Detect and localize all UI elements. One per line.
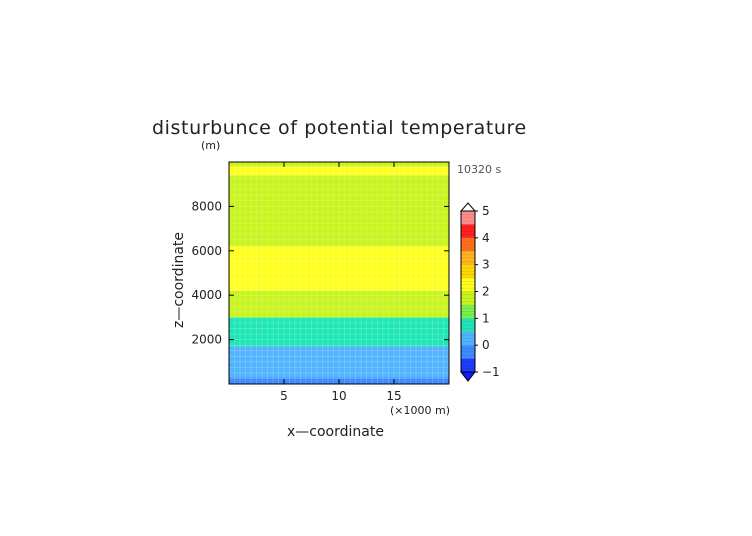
y-axis-ticks: 2000 4000 6000 8000 bbox=[191, 199, 449, 347]
colorbar-tick-label: −1 bbox=[482, 365, 500, 379]
x-unit-label: (×1000 m) bbox=[390, 404, 450, 417]
y-tick-label: 8000 bbox=[191, 199, 222, 213]
field-layer-1 bbox=[229, 346, 449, 378]
y-tick-label: 6000 bbox=[191, 244, 222, 258]
colorbar-tick-label: 2 bbox=[482, 285, 490, 299]
colorbar-tick-label: 3 bbox=[482, 258, 490, 272]
x-axis-label: x—coordinate bbox=[287, 424, 384, 440]
y-axis-label: z—coordinate bbox=[171, 232, 187, 328]
x-tick-label: 5 bbox=[280, 389, 288, 403]
time-label: 10320 s bbox=[457, 163, 501, 176]
colorbar-min-extension bbox=[459, 371, 477, 382]
colorbar-bin bbox=[461, 318, 475, 332]
x-axis-ticks: 5 10 15 bbox=[280, 162, 402, 403]
colorbar-bin bbox=[461, 211, 475, 225]
colorbar-tick-label: 4 bbox=[482, 231, 490, 245]
x-tick-label: 10 bbox=[331, 389, 346, 403]
x-tick-label: 15 bbox=[386, 389, 401, 403]
y-tick-label: 4000 bbox=[191, 288, 222, 302]
colorbar-bin bbox=[461, 345, 475, 359]
colorbar-labels: 5 4 3 2 1 0 −1 bbox=[475, 204, 500, 379]
colorbar-bin bbox=[461, 291, 475, 305]
colorbar-max-extension bbox=[459, 202, 477, 212]
colorbar-bin bbox=[461, 224, 475, 238]
colorbar-bin bbox=[461, 331, 475, 346]
colorbar-bin bbox=[461, 304, 475, 319]
field-layer-5 bbox=[229, 193, 449, 247]
y-unit-label: (m) bbox=[201, 139, 220, 152]
colorbar-bin bbox=[461, 264, 475, 279]
colorbar-tick-label: 0 bbox=[482, 338, 490, 352]
colorbar-bin bbox=[461, 237, 475, 252]
y-tick-label: 2000 bbox=[191, 333, 222, 347]
colorbar-bin bbox=[461, 278, 475, 292]
chart-title: disturbunce of potential temperature bbox=[152, 117, 527, 139]
field-layer-4 bbox=[229, 246, 449, 291]
colorbar-tick-label: 5 bbox=[482, 204, 490, 218]
colorbar-bin bbox=[461, 358, 475, 372]
field-layer-6 bbox=[229, 175, 449, 194]
field-layer-2 bbox=[229, 317, 449, 347]
field-layer-7 bbox=[229, 166, 449, 176]
colorbar bbox=[459, 202, 477, 382]
plot-grid bbox=[228, 161, 450, 385]
colorbar-tick-label: 1 bbox=[482, 311, 490, 325]
colorbar-bin bbox=[461, 251, 475, 265]
field-layer-3 bbox=[229, 290, 449, 318]
